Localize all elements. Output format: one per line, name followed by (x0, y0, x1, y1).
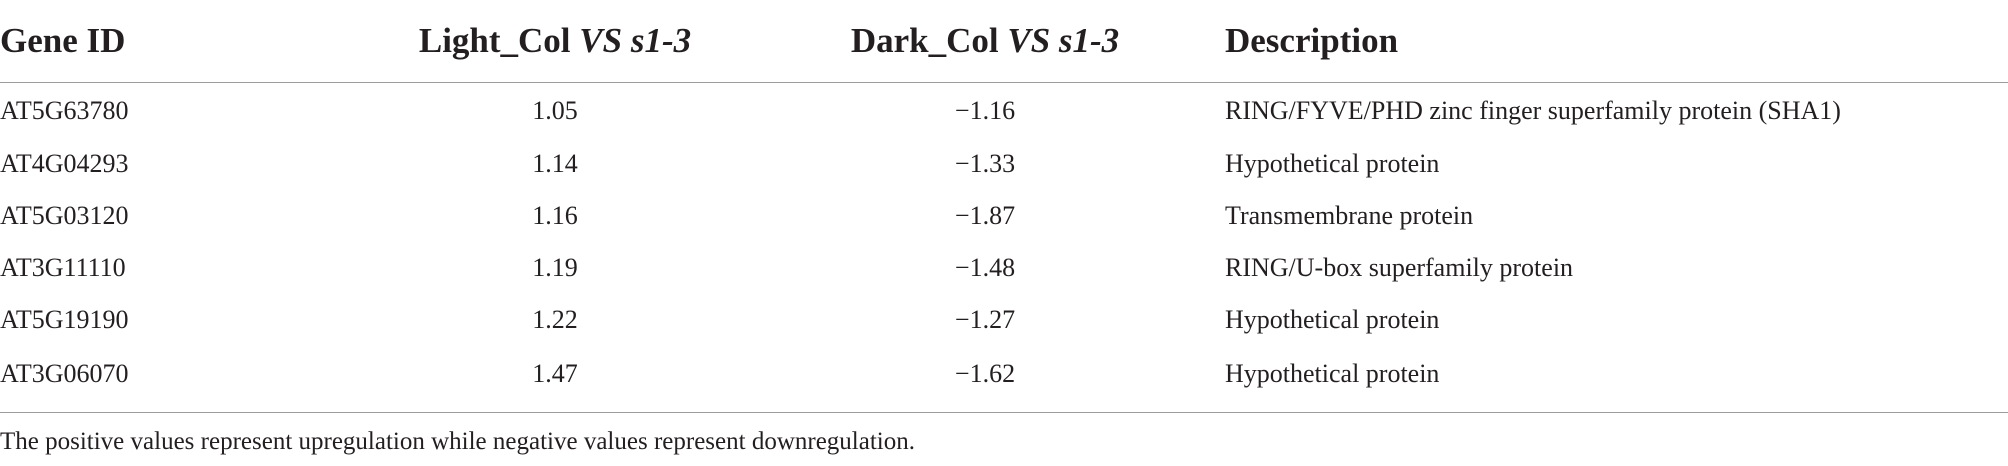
header-light-col-prefix: Light_Col (418, 21, 580, 60)
cell-light-value: 1.16 (532, 201, 578, 230)
cell-light-value: 1.14 (532, 149, 578, 178)
cell-gene-id: AT3G06070 (0, 359, 129, 388)
cell-gene-id: AT5G03120 (0, 201, 129, 230)
cell-gene-id: AT5G19190 (0, 305, 129, 334)
cell-light-value: 1.47 (532, 359, 578, 388)
cell-gene-id: AT5G63780 (0, 95, 129, 125)
header-dark-col-italic: VS s1-3 (1007, 21, 1120, 60)
header-light-col-label: Light_Col VS s1-3 (419, 21, 691, 61)
cell-gene-id: AT3G11110 (0, 253, 126, 282)
header-description: Description (1220, 0, 2008, 83)
cell-dark-value: −1.33 (954, 149, 1016, 178)
cell-description: Hypothetical protein (1225, 305, 1440, 334)
table-row: AT3G06070 1.47 −1.62 Hypothetical protei… (0, 346, 2008, 402)
gene-expression-table: Gene ID Light_Col VS s1-3 Dark_Col VS s1… (0, 0, 2008, 403)
header-dark-col-label: Dark_Col VS s1-3 (851, 21, 1119, 61)
header-light-col: Light_Col VS s1-3 (360, 0, 750, 83)
header-gene-id-label: Gene ID (0, 21, 126, 60)
table-bottom-rule (0, 412, 2008, 413)
cell-dark-value: −1.87 (954, 201, 1016, 230)
cell-light-value: 1.05 (532, 95, 578, 125)
header-description-label: Description (1225, 21, 1399, 60)
table-footnote: The positive values represent upregulati… (0, 428, 915, 455)
table-header: Gene ID Light_Col VS s1-3 Dark_Col VS s1… (0, 0, 2008, 83)
cell-dark-value: −1.16 (954, 95, 1016, 125)
table-row: AT5G03120 1.16 −1.87 Transmembrane prote… (0, 190, 2008, 242)
cell-description: RING/U-box superfamily protein (1225, 253, 1574, 282)
cell-dark-value: −1.48 (954, 253, 1016, 282)
table-row: AT5G19190 1.22 −1.27 Hypothetical protei… (0, 294, 2008, 346)
cell-description: RING/FYVE/PHD zinc finger superfamily pr… (1225, 95, 1841, 125)
header-light-col-italic: VS s1-3 (579, 21, 692, 60)
table-row: AT4G04293 1.14 −1.33 Hypothetical protei… (0, 138, 2008, 190)
cell-description: Hypothetical protein (1225, 359, 1440, 388)
header-gene-id: Gene ID (0, 0, 360, 83)
cell-dark-value: −1.27 (954, 305, 1016, 334)
cell-description: Hypothetical protein (1225, 149, 1440, 178)
table-row: AT5G63780 1.05 −1.16 RING/FYVE/PHD zinc … (0, 83, 2008, 139)
cell-light-value: 1.22 (532, 305, 578, 334)
cell-dark-value: −1.62 (954, 359, 1016, 388)
cell-description: Transmembrane protein (1225, 201, 1474, 230)
cell-light-value: 1.19 (532, 253, 578, 282)
header-row: Gene ID Light_Col VS s1-3 Dark_Col VS s1… (0, 0, 2008, 83)
cell-gene-id: AT4G04293 (0, 149, 129, 178)
header-dark-col-prefix: Dark_Col (850, 21, 1008, 60)
table-body: AT5G63780 1.05 −1.16 RING/FYVE/PHD zinc … (0, 83, 2008, 403)
header-dark-col: Dark_Col VS s1-3 (750, 0, 1220, 83)
table-row: AT3G11110 1.19 −1.48 RING/U-box superfam… (0, 242, 2008, 294)
